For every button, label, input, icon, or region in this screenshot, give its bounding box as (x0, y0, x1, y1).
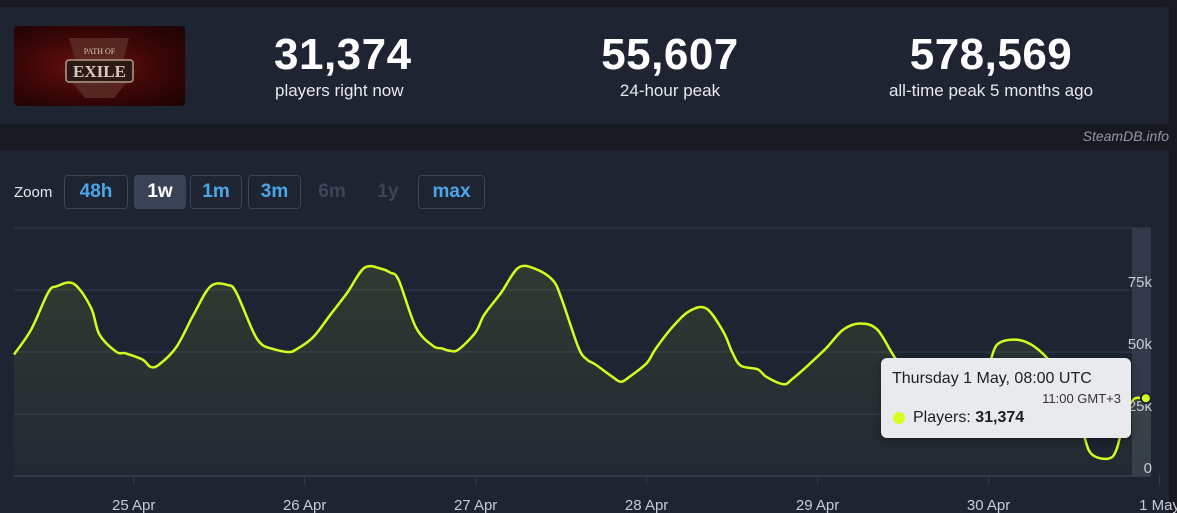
stats-panel (0, 7, 1169, 124)
x-tick-label: 27 Apr (454, 497, 497, 513)
zoom-6m-button: 6m (318, 181, 346, 202)
zoom-1m-button[interactable]: 1m (190, 175, 242, 209)
all-time-peak-value: 578,569 (909, 30, 1073, 79)
svg-text:PATH OF: PATH OF (84, 47, 116, 56)
x-tick-label: 29 Apr (796, 497, 839, 513)
peak-24h-stat: 55,607 24-hour peak (580, 30, 760, 102)
zoom-label: Zoom (14, 184, 53, 201)
peak-24h-value: 55,607 (601, 30, 739, 79)
players-now-value: 31,374 (274, 30, 412, 79)
x-axis-ticks: 25 Apr 26 Apr 27 Apr 28 Apr 29 Apr 30 Apr 1 Ma… (112, 476, 1177, 513)
x-tick-label: 30 Apr (967, 497, 1010, 513)
series-dot-icon (893, 412, 905, 424)
players-now-label: players right now (275, 81, 404, 100)
y-tick-label: 0 (1144, 460, 1152, 477)
all-time-peak-stat: 578,569 all-time peak 5 months ago (860, 30, 1122, 102)
x-tick-label: 28 Apr (625, 497, 668, 513)
y-tick-label: 50k (1128, 336, 1153, 353)
game-logo[interactable]: EXILE PATH OF (14, 26, 185, 106)
zoom-48h-button[interactable]: 48h (64, 175, 128, 209)
zoom-3m-button[interactable]: 3m (248, 175, 301, 209)
steamdb-credit[interactable]: SteamDB.info (1082, 128, 1169, 144)
path-of-exile-2-logo-icon: EXILE PATH OF (63, 38, 136, 98)
hover-marker (1139, 392, 1152, 405)
zoom-1y-button: 1y (377, 181, 399, 202)
chart-tooltip: Thursday 1 May, 08:00 UTC 11:00 GMT+3 Pl… (881, 358, 1131, 438)
svg-text:EXILE: EXILE (73, 62, 126, 81)
tooltip-value: 31,374 (975, 409, 1025, 426)
y-tick-label: 75k (1128, 274, 1153, 291)
zoom-max-button[interactable]: max (418, 175, 485, 209)
all-time-peak-label: all-time peak 5 months ago (888, 81, 1094, 100)
players-now-stat: 31,374 players right now (270, 30, 424, 102)
x-tick-label: 26 Apr (283, 497, 326, 513)
tooltip-series-label: Players: (913, 409, 976, 426)
tooltip-series: Players: 31,374 (913, 409, 1024, 427)
tooltip-timezone: 11:00 GMT+3 (1042, 391, 1121, 406)
x-tick-label: 25 Apr (112, 497, 155, 513)
players-area (14, 265, 1151, 476)
x-tick-label: 1 May (1139, 497, 1177, 513)
tooltip-date: Thursday 1 May, 08:00 UTC (892, 370, 1092, 387)
peak-24h-label: 24-hour peak (619, 81, 721, 100)
zoom-1w-button[interactable]: 1w (134, 175, 186, 209)
